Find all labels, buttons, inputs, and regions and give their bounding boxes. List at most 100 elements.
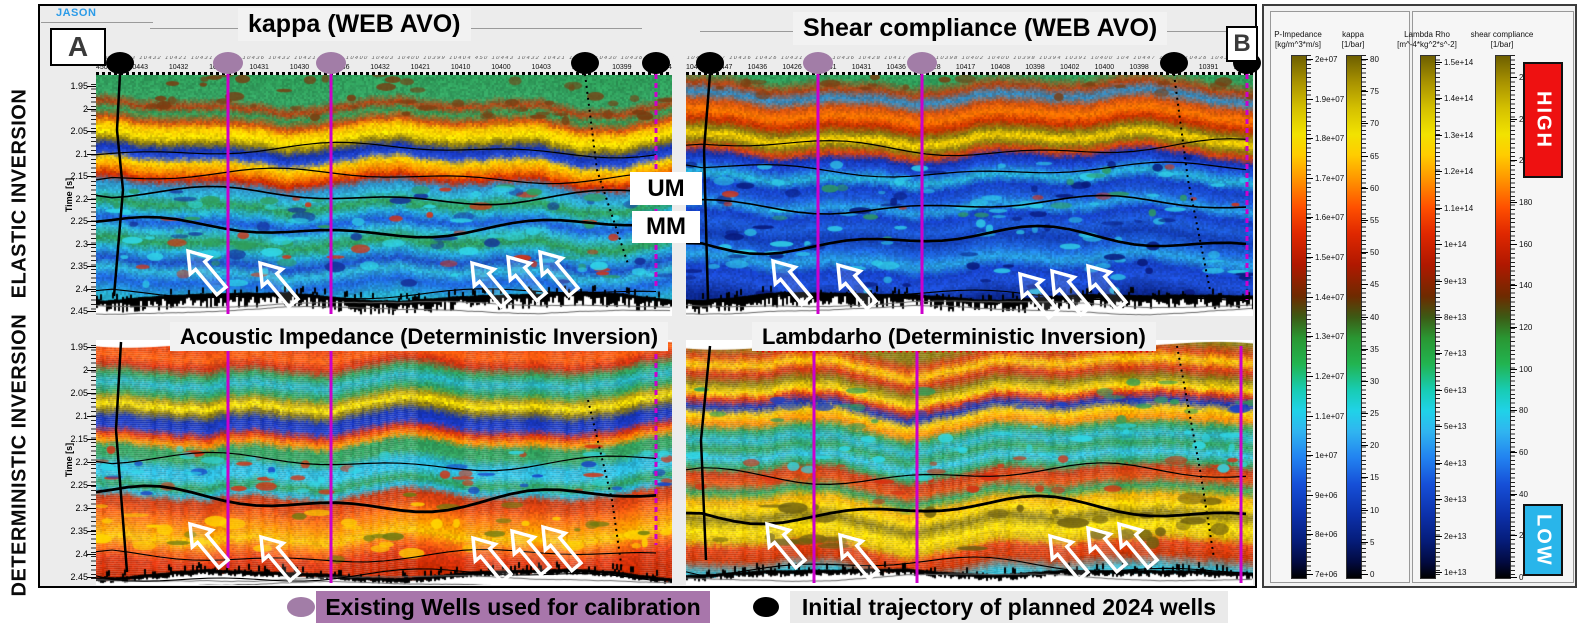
minor-tick-strip	[1510, 55, 1515, 577]
major-tick	[1435, 353, 1442, 355]
colorbar-tick-label: 2e+07	[1315, 55, 1338, 64]
colorbar-name: kappa	[1342, 30, 1364, 39]
low-badge: LOW	[1523, 504, 1563, 576]
major-tick	[1510, 327, 1517, 328]
trace-number: 104	[686, 64, 698, 71]
major-tick	[87, 266, 96, 267]
trace-number: 10391	[1198, 64, 1219, 71]
trace-number: 10432	[370, 64, 390, 71]
colorbar-tick-label: 1.6e+07	[1315, 213, 1345, 223]
colorbar-units: [kg/m^3*m/s]	[1275, 39, 1321, 49]
major-tick	[87, 221, 96, 222]
major-tick	[87, 311, 96, 312]
major-tick	[1361, 380, 1368, 382]
seismic-section-shear-compliance	[686, 75, 1253, 316]
trace-number: 10398	[1129, 64, 1149, 71]
seismic-section-acoustic-impedance	[96, 340, 672, 585]
colorbar-units: [1/bar]	[1341, 39, 1365, 49]
major-tick	[1361, 574, 1368, 575]
colorbar-tick-label: 1.1e+07	[1315, 411, 1345, 421]
colorbar-tick-label: 10	[1370, 505, 1379, 515]
colorbar-tick-label: 0	[1519, 573, 1524, 582]
time-tick-label: 2.4	[75, 283, 88, 294]
horizon-label-mm: MM	[632, 211, 700, 243]
figure-marker-b: B	[1226, 26, 1258, 62]
colorbar-panel: P-Impedance [kg/m^3*m/s] kappa [1/bar] L…	[1262, 4, 1577, 588]
major-tick	[1306, 177, 1313, 179]
colorbar-tick-label: 1e+14	[1444, 240, 1467, 250]
minor-tick-strip	[1435, 55, 1440, 577]
major-tick	[1306, 375, 1313, 377]
major-tick	[1435, 317, 1442, 318]
major-tick	[1306, 59, 1313, 60]
minor-tick-strip	[1361, 55, 1366, 577]
trace-microtext-left: 450 10443 10432 10421 10431 10430 10436 …	[96, 56, 674, 61]
time-axis-top: 1.95 2 2.05 2.1 2.15 2.2 2.25 2.3 2.35 2.4 2.45	[58, 78, 96, 318]
major-tick	[1435, 171, 1442, 173]
colorbar-tick-label: 40	[1370, 312, 1379, 322]
major-tick	[1435, 462, 1442, 464]
major-tick	[1306, 257, 1313, 259]
major-tick	[87, 462, 96, 463]
colorbar-tick-label: 120	[1519, 323, 1533, 332]
trace-number: 10426	[782, 64, 802, 71]
colorbar-tick-label: 140	[1519, 281, 1533, 291]
major-tick	[1435, 207, 1442, 209]
major-tick	[1306, 415, 1313, 417]
time-tick-label: 2.25	[70, 480, 88, 490]
major-tick	[1435, 244, 1442, 246]
colorbar-tick-label: 2e+13	[1444, 531, 1467, 541]
colorbar-tick-label: 75	[1370, 87, 1379, 97]
time-tick-label: 2.15	[70, 171, 88, 181]
trace-number: 10430	[289, 64, 310, 71]
time-tick-label: 2	[82, 103, 88, 114]
time-tick-label: 2.2	[75, 193, 88, 204]
colorbar-name: shear compliance	[1470, 30, 1534, 39]
major-tick	[87, 288, 96, 290]
colorbar-tick-label: 1.5e+07	[1315, 253, 1345, 263]
major-tick	[87, 416, 96, 417]
major-tick	[1435, 499, 1442, 501]
colorbar-tick-label: 1.7e+07	[1315, 173, 1345, 183]
trace-number: 10436	[747, 64, 768, 71]
major-tick	[1435, 280, 1442, 282]
time-tick-label: 2.1	[75, 148, 88, 159]
major-tick	[1361, 477, 1368, 479]
colorbar-tick-label: 7e+13	[1444, 349, 1467, 359]
major-tick	[1361, 316, 1368, 318]
major-tick	[1435, 426, 1442, 428]
panel-title-lambdarho: Lambdarho (Deterministic Inversion)	[752, 322, 1156, 352]
major-tick	[1510, 493, 1517, 495]
major-tick	[1510, 243, 1517, 245]
major-tick	[1510, 118, 1517, 120]
trace-number: 10403	[531, 64, 551, 71]
time-tick-label: 2.1	[75, 411, 88, 421]
major-tick	[1361, 219, 1368, 221]
colorbar-tick-label: 4e+13	[1444, 458, 1467, 468]
panel-title-shear-compliance: Shear compliance (WEB AVO)	[793, 12, 1168, 45]
colorbar-tick-label: 1.2e+14	[1444, 167, 1474, 177]
colorbar-tick-label: 5e+13	[1444, 422, 1467, 432]
trace-number: 10400	[1094, 64, 1115, 71]
colorbar-tick-label: 1.9e+07	[1315, 94, 1345, 104]
major-tick	[1306, 336, 1313, 338]
trace-number: 10402	[1059, 64, 1080, 71]
major-tick	[1306, 574, 1313, 575]
colorbar-tick-label: 5	[1370, 537, 1375, 547]
major-tick	[1435, 98, 1442, 100]
colorbar-tick-label: 80	[1519, 406, 1528, 416]
major-tick	[1306, 534, 1313, 536]
colorbar-tick-label: 45	[1370, 280, 1379, 290]
major-tick	[1361, 155, 1368, 157]
colorbar-name: Lambda Rho	[1404, 30, 1450, 39]
trace-number: 10431	[851, 64, 872, 71]
major-tick	[1361, 284, 1368, 286]
colorbar-tick-label: 15	[1370, 473, 1379, 483]
colorbar-tick-label: 8e+06	[1315, 530, 1338, 540]
colorbar-gradient-shear-compliance	[1495, 55, 1511, 579]
colorbar-title-shear-compliance: shear compliance [1/bar]	[1460, 30, 1544, 49]
colorbar-tick-label: 0	[1370, 570, 1375, 579]
colorbar-tick-label: 9e+06	[1315, 490, 1338, 500]
time-tick-label: 1.95	[70, 81, 88, 91]
colorbar-tick-label: 60	[1519, 448, 1528, 457]
